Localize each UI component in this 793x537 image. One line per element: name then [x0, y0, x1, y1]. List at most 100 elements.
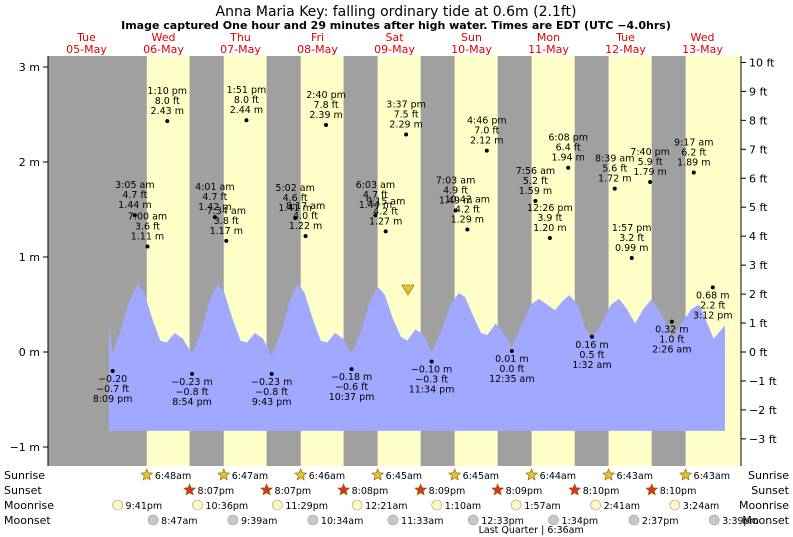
extreme-ft: 0.0 ft [499, 364, 524, 375]
moon-phase-note: Last Quarter | 6:36am [479, 525, 584, 536]
sunrise-icon [371, 468, 385, 481]
moonrise-icon [192, 499, 203, 511]
extreme-time: 1:57 pm [612, 223, 652, 234]
event-moonset: 12:33pm [467, 514, 524, 527]
sunrise-icon [525, 468, 539, 481]
event-time: 6:45am [463, 471, 499, 482]
extreme-annotation: −0.23 m−0.8 ft8:54 pm [171, 371, 213, 408]
extreme-m: 1.72 m [598, 174, 631, 185]
moonrise-icon [510, 499, 522, 511]
extreme-dot [429, 359, 434, 364]
extreme-time: 11:34 pm [409, 385, 455, 396]
moonrise-icon [669, 499, 681, 511]
extreme-annotation: 1:10 pm8.0 ft2.43 m [147, 86, 187, 124]
extreme-time: 6:03 am [356, 180, 395, 191]
sunset-icon [260, 483, 274, 496]
extreme-ft: 3.2 ft [619, 233, 644, 244]
sunrise-icon [448, 468, 462, 481]
extreme-m: 0.32 m [655, 325, 688, 336]
event-sunset: 8:09pm [414, 483, 465, 497]
moonset-icon [307, 514, 319, 526]
right-tick-label: 4 ft [749, 230, 768, 243]
event-moonset: 2:37pm [628, 514, 679, 527]
event-time: 8:09pm [506, 486, 543, 497]
moonset-icon [628, 514, 640, 526]
extreme-annotation: 7:00 am3.6 ft1.11 m [128, 212, 167, 249]
extreme-ft: 3.9 ft [537, 213, 562, 224]
extreme-time: 2:40 pm [306, 90, 346, 101]
extreme-ft: 4.7 ft [122, 190, 147, 201]
extreme-m: 0.01 m [495, 354, 528, 365]
extreme-time: 8:09 pm [93, 394, 133, 405]
extreme-annotation: 3:05 am4.7 ft1.44 m [115, 180, 155, 218]
day-of-week-label: Wed [152, 31, 176, 44]
extreme-annotation: 9:17 am6.2 ft1.89 m [674, 137, 713, 175]
extreme-dot [710, 285, 715, 290]
right-tick-label: 8 ft [749, 114, 768, 127]
event-time: 3:24am [683, 501, 719, 512]
event-sunrise: 6:43am [602, 468, 653, 482]
moonset-icon [708, 514, 720, 526]
extreme-dot [629, 255, 634, 260]
sunset-icon [183, 483, 197, 496]
event-moonrise: 3:24am [669, 499, 719, 512]
sunset-icon [645, 483, 659, 496]
right-tick-label: 3 ft [749, 259, 768, 272]
extreme-dot [465, 227, 470, 232]
extreme-time: 7:00 am [128, 212, 167, 223]
event-time: 1:57am [524, 501, 560, 512]
event-time: 9:39am [241, 516, 277, 527]
extreme-dot [509, 349, 514, 354]
event-time: 1:34pm [562, 516, 599, 527]
sunset-icon [337, 483, 351, 496]
extreme-ft: 4.9 ft [443, 185, 468, 196]
extreme-time: 12:26 pm [527, 203, 573, 214]
extreme-time: 2:26 am [652, 345, 691, 356]
right-tick-label: 9 ft [749, 85, 768, 98]
day-date-label: 09-May [374, 43, 415, 56]
extreme-annotation: 7:34 am3.8 ft1.17 m [207, 206, 246, 243]
day-date-label: 10-May [451, 43, 492, 56]
extreme-annotation: 3:37 pm7.5 ft2.29 m [386, 99, 426, 137]
event-time: 12:21am [365, 501, 407, 512]
extreme-ft: 0.5 ft [579, 350, 604, 361]
day-date-label: 05-May [66, 43, 107, 56]
left-tick-label: −1 m [10, 441, 40, 454]
extreme-time: 9:17 am [674, 137, 713, 148]
event-time: 8:07pm [198, 486, 235, 497]
event-time: 8:47am [161, 516, 197, 527]
row-label-right: Moonset [742, 514, 789, 527]
extreme-m: 1.49 m [439, 195, 472, 206]
extreme-annotation: 7:40 pm5.9 ft1.79 m [630, 147, 670, 184]
extreme-time: 12:35 am [489, 374, 534, 385]
extreme-m: 1.41 m [278, 203, 311, 214]
extreme-annotations: −0.20−0.7 ft8:09 pm3:05 am4.7 ft1.44 m7:… [93, 85, 733, 408]
extreme-dot [145, 244, 150, 249]
day-of-week-label: Tue [76, 31, 96, 44]
extreme-ft: 1.0 ft [659, 335, 684, 346]
day-date-label: 08-May [297, 43, 338, 56]
row-label-left: Moonrise [4, 499, 54, 512]
extreme-annotation: 8:39 am5.6 ft1.72 m [595, 154, 634, 191]
event-time: 6:47am [232, 471, 268, 482]
day-date-label: 12-May [605, 43, 646, 56]
left-tick-label: 0 m [19, 346, 40, 359]
extreme-dot [566, 165, 571, 170]
day-date-label: 06-May [143, 43, 184, 56]
sunset-icon [414, 483, 428, 496]
extreme-dot [190, 371, 195, 376]
day-of-week-label: Tue [615, 31, 635, 44]
extreme-ft: 4.0 ft [293, 211, 318, 222]
extreme-ft: 4.2 ft [373, 206, 398, 217]
row-label-right: Sunrise [748, 469, 789, 482]
extreme-m: 1.20 m [533, 223, 566, 234]
extreme-ft: 3.8 ft [214, 216, 239, 227]
moonset-icon [147, 514, 159, 526]
moonset-icon [387, 514, 399, 526]
extreme-dot [303, 234, 308, 239]
right-tick-label: 6 ft [749, 172, 768, 185]
extreme-m: 2.43 m [151, 106, 184, 117]
extreme-time: 9:43 pm [252, 397, 292, 408]
extreme-dot [383, 229, 388, 234]
